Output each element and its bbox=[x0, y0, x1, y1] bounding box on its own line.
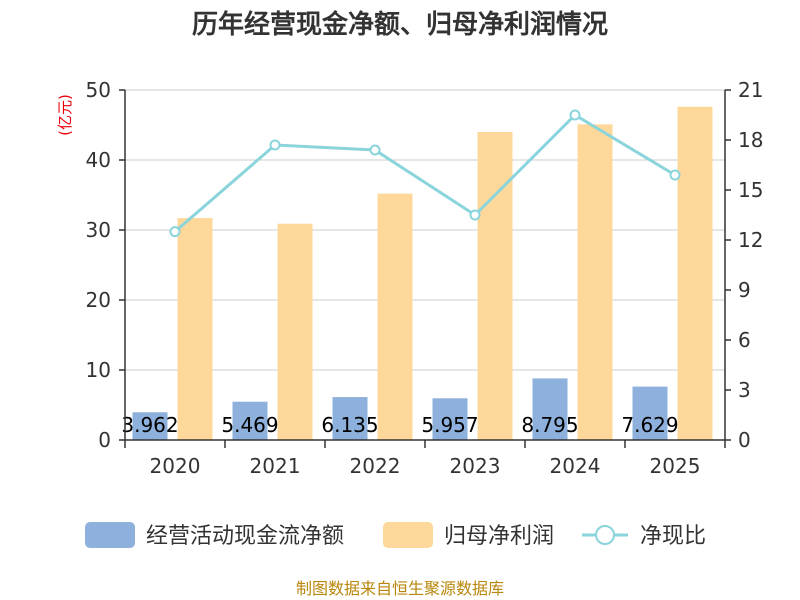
right-tick-label: 0 bbox=[738, 428, 751, 452]
data-labels: 3.962 5.469 6.135 5.957 8.795 7.629 bbox=[121, 413, 678, 437]
x-tick-label: 2020 bbox=[150, 454, 201, 478]
right-tick-label: 15 bbox=[738, 178, 763, 202]
ratio-point bbox=[669, 169, 681, 181]
source-note: 制图数据来自恒生聚源数据库 bbox=[296, 579, 504, 598]
x-tick-label: 2025 bbox=[650, 454, 701, 478]
bar-cashflow bbox=[532, 378, 568, 440]
bar-cashflow bbox=[332, 397, 368, 440]
left-tick-label: 20 bbox=[86, 288, 111, 312]
left-tick-label: 40 bbox=[86, 148, 111, 172]
bar-cashflow bbox=[232, 401, 268, 440]
legend-label-ratio: 净现比 bbox=[640, 524, 706, 549]
x-tick-label: 2023 bbox=[450, 454, 501, 478]
right-tick-label: 21 bbox=[738, 78, 763, 102]
left-axis-unit: (亿元) bbox=[56, 94, 74, 136]
data-label: 3.962 bbox=[121, 413, 178, 437]
bar-net-profit bbox=[377, 193, 413, 440]
data-label: 6.135 bbox=[321, 413, 378, 437]
data-label: 8.795 bbox=[521, 413, 578, 437]
legend-marker-ratio bbox=[595, 525, 615, 545]
legend-label-net-profit: 归母净利润 bbox=[444, 524, 554, 549]
bar-net-profit bbox=[277, 223, 313, 440]
ratio-line-path bbox=[174, 113, 676, 233]
bar-net-profit bbox=[677, 106, 713, 441]
data-label: 5.957 bbox=[421, 413, 478, 437]
legend-label-cashflow: 经营活动现金流净额 bbox=[146, 524, 344, 549]
ratio-point bbox=[569, 109, 581, 121]
ratio-point bbox=[469, 209, 481, 221]
ratio-line bbox=[169, 109, 681, 238]
gridlines bbox=[125, 89, 725, 371]
x-tick-label: 2024 bbox=[550, 454, 601, 478]
bar-net-profit bbox=[577, 124, 613, 441]
bar-cashflow bbox=[132, 412, 168, 440]
ratio-point bbox=[269, 139, 281, 151]
right-tick-label: 18 bbox=[738, 128, 763, 152]
x-tick-label: 2021 bbox=[250, 454, 301, 478]
left-tick-label: 10 bbox=[86, 358, 111, 382]
bar-cashflow bbox=[432, 398, 468, 440]
legend-swatch-cashflow bbox=[85, 522, 135, 548]
axes: 0 10 20 30 40 50 0 3 6 9 12 15 18 21 2020 2021 2022 2023 2… bbox=[86, 78, 764, 478]
bar-net-profit bbox=[477, 132, 513, 440]
legend: 经营活动现金流净额 归母净利润 净现比 bbox=[85, 522, 706, 549]
left-tick-label: 0 bbox=[98, 428, 111, 452]
left-tick-label: 50 bbox=[86, 78, 111, 102]
right-tick-label: 12 bbox=[738, 228, 763, 252]
right-tick-label: 3 bbox=[738, 378, 751, 402]
chart-title: 历年经营现金净额、归母净利润情况 bbox=[192, 9, 608, 40]
data-label: 5.469 bbox=[221, 413, 278, 437]
bars bbox=[132, 106, 713, 441]
x-tick-label: 2022 bbox=[350, 454, 401, 478]
bar-cashflow bbox=[632, 386, 668, 440]
left-tick-label: 30 bbox=[86, 218, 111, 242]
data-label: 7.629 bbox=[621, 413, 678, 437]
legend-swatch-net-profit bbox=[383, 522, 433, 548]
ratio-point bbox=[169, 226, 181, 238]
right-tick-label: 9 bbox=[738, 278, 751, 302]
bar-net-profit bbox=[177, 218, 213, 440]
right-tick-label: 6 bbox=[738, 328, 751, 352]
ratio-point bbox=[369, 144, 381, 156]
